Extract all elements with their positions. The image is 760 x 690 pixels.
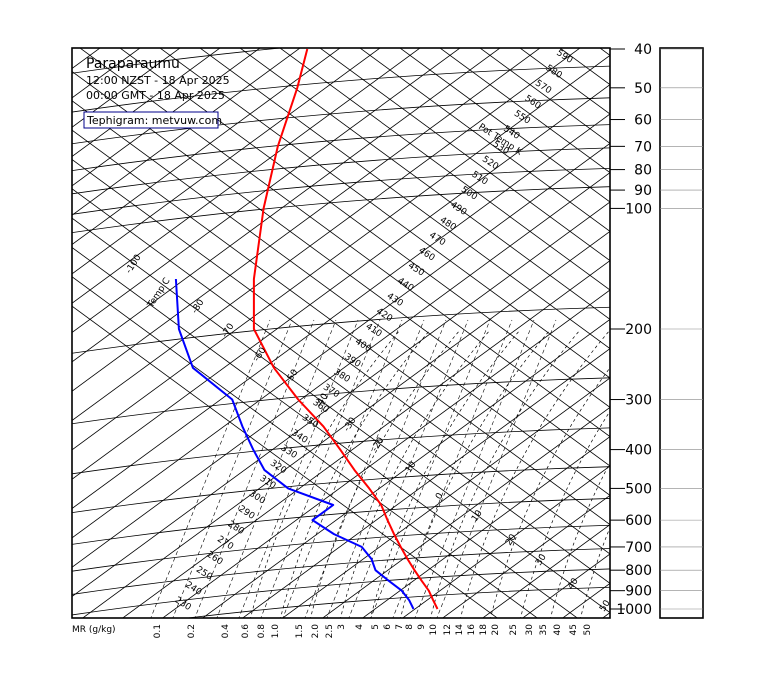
pressure-tick-label: 600: [625, 513, 652, 529]
mr-label: 0.1: [153, 624, 163, 638]
pressure-tick-label: 70: [634, 139, 652, 155]
mr-label: 0.8: [257, 624, 267, 639]
mr-label: 35: [539, 624, 549, 635]
pressure-tick-label: 100: [625, 201, 652, 217]
mr-label: 8: [405, 624, 415, 630]
pressure-tick-label: 300: [625, 393, 652, 409]
pot-temp-label: 410: [364, 322, 384, 340]
pot-temp-label: 570: [533, 79, 553, 97]
pressure-tick-label: 80: [634, 163, 652, 179]
pot-temp-label: 520: [480, 155, 500, 173]
pot-temp-label: 510: [470, 170, 490, 188]
plot-frame: [71, 47, 611, 619]
mr-label: 18: [479, 624, 489, 636]
saturated-adiabat-lines: [250, 329, 610, 618]
mr-label: 0.2: [187, 624, 197, 638]
pot-temp-label: 580: [544, 63, 564, 81]
pot-temp-label: 330: [279, 443, 299, 461]
mr-label: 10: [429, 624, 439, 636]
mixing-ratio-labels: 0.1 0.2 0.4 0.6 0.8 1.0 1.5 2.0 2.5 3 4 5 6 7 8 9 10 12 14…: [153, 624, 593, 639]
mr-label: 25: [509, 624, 519, 635]
pot-temp-label: 280: [226, 519, 246, 537]
wind-panel-frame: [659, 47, 704, 619]
mr-label: 1.0: [271, 624, 281, 639]
tephigram-grid: [72, 48, 610, 618]
mr-label: 1.5: [295, 624, 305, 638]
pot-temp-label: 320: [268, 459, 288, 477]
pressure-tick-labels: 40 50 60 70 80 90 100 200 300 400 500 600 700 800 900 1…: [616, 42, 652, 618]
isobar-curves: [72, 48, 610, 618]
temp-label: 0: [434, 491, 446, 501]
mr-label: 2.0: [311, 624, 321, 639]
pot-temp-label: 490: [448, 200, 468, 218]
temp-label: 10: [470, 508, 485, 523]
temp-label: -100: [124, 253, 144, 276]
pot-temp-label: 420: [374, 307, 394, 325]
pot-temp-label: 290: [236, 504, 256, 522]
pot-temp-label: 590: [554, 48, 574, 66]
mr-axis-label: MR (g/kg): [72, 625, 116, 635]
mr-label: 2.5: [325, 624, 335, 638]
pressure-tick-label: 40: [634, 42, 652, 58]
mr-label: 7: [395, 624, 405, 630]
mr-label: 9: [417, 624, 427, 630]
pot-temp-label: 450: [406, 261, 426, 279]
mr-label: 45: [569, 624, 579, 635]
pot-temp-label: 250: [194, 565, 214, 583]
pressure-tick-label: 900: [625, 584, 652, 600]
pressure-tick-label: 50: [634, 81, 652, 97]
mixing-ratio-lines: [150, 319, 557, 618]
pressure-ticks: [610, 48, 703, 610]
chart-title: Paraparaumu: [86, 56, 180, 72]
mr-label: 6: [383, 624, 393, 630]
mr-label: 40: [553, 624, 563, 636]
mr-label: 0.4: [221, 624, 231, 639]
local-time: 12:00 NZST - 18 Apr 2025: [86, 74, 230, 87]
mr-label: 3: [337, 624, 347, 630]
pot-temp-label: 550: [512, 109, 532, 127]
temp-label: 30: [534, 552, 549, 567]
pot-temp-label: 400: [353, 337, 373, 355]
pressure-tick-label: 90: [634, 183, 652, 199]
mr-label: 20: [491, 624, 501, 636]
temp-label: -50: [284, 368, 301, 386]
mr-label: 12: [443, 624, 453, 635]
pressure-tick-label: 400: [625, 443, 652, 459]
pot-temp-label: 350: [300, 413, 320, 431]
pressure-tick-label: 1000: [616, 602, 652, 618]
pot-temp-label: 500: [459, 185, 479, 203]
pressure-tick-label: 200: [625, 322, 652, 338]
mr-label: 5: [371, 624, 381, 630]
mr-label: 14: [455, 624, 465, 636]
dewpoint-trace: [174, 278, 415, 610]
mr-label: 4: [355, 624, 365, 630]
pot-temp-label: 560: [523, 94, 543, 112]
pressure-tick-label: 60: [634, 113, 652, 129]
sounding-traces: [174, 48, 439, 610]
pot-temp-label: 300: [247, 489, 267, 507]
pot-temp-label: 380: [332, 367, 352, 385]
temperature-trace: [252, 48, 439, 610]
mr-label: 16: [467, 624, 477, 636]
pot-temp-label: 480: [438, 215, 458, 233]
pressure-tick-label: 500: [625, 481, 652, 497]
mr-label: 0.6: [241, 624, 251, 639]
pressure-tick-label: 800: [625, 563, 652, 579]
credit-label: Tephigram: metvuw.com: [86, 114, 222, 127]
pressure-tick-label: 700: [625, 540, 652, 556]
mr-label: 30: [525, 624, 535, 636]
pot-temp-label: 390: [342, 352, 362, 370]
mr-label: 50: [583, 624, 593, 636]
gmt-time: 00:00 GMT - 18 Apr 2025: [86, 89, 225, 102]
credit-box: [83, 111, 219, 129]
temp-label: -80: [190, 298, 207, 316]
